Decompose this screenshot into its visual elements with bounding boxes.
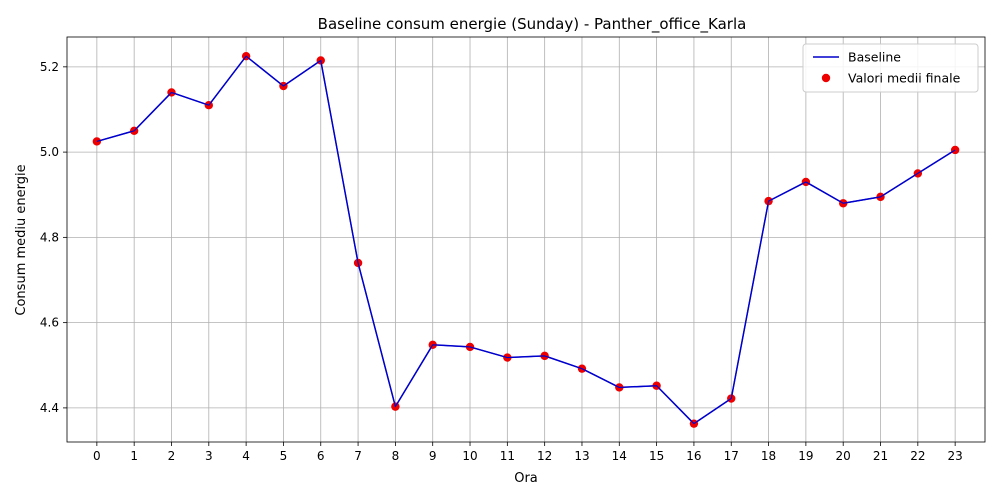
x-tick-label: 1 xyxy=(130,449,138,463)
x-tick-label: 7 xyxy=(354,449,362,463)
legend: Baseline Valori medii finale xyxy=(802,43,979,93)
grid xyxy=(67,37,985,442)
x-tick-label: 4 xyxy=(242,449,250,463)
legend-label: Baseline xyxy=(848,50,901,65)
y-tick-label: 5.2 xyxy=(40,60,59,74)
x-tick-label: 2 xyxy=(168,449,176,463)
x-tick-label: 13 xyxy=(574,449,589,463)
axes: 0 1 2 3 4 5 6 7 8 9 10 11 12 13 14 15 16 17 18 19 20 21 22 234.… xyxy=(40,36,986,463)
y-tick-label: 4.4 xyxy=(40,401,59,415)
x-tick-label: 8 xyxy=(392,449,400,463)
x-tick-label: 9 xyxy=(429,449,437,463)
legend-point-swatch xyxy=(821,73,831,83)
x-tick-label: 20 xyxy=(836,449,851,463)
x-axis-label: Ora xyxy=(514,471,538,486)
x-tick-label: 6 xyxy=(317,449,325,463)
x-tick-label: 10 xyxy=(462,449,477,463)
legend-box xyxy=(802,43,979,93)
x-tick-label: 11 xyxy=(500,449,515,463)
x-tick-label: 22 xyxy=(910,449,925,463)
series-layer xyxy=(92,51,960,428)
x-tick-label: 5 xyxy=(280,449,288,463)
y-axis-label: Consum mediu energie xyxy=(14,164,29,315)
x-tick-label: 15 xyxy=(649,449,664,463)
x-tick-label: 3 xyxy=(205,449,213,463)
y-tick-label: 4.6 xyxy=(40,316,59,330)
chart-title: Baseline consum energie (Sunday) - Panth… xyxy=(318,15,747,34)
x-tick-label: 16 xyxy=(686,449,701,463)
x-tick-label: 12 xyxy=(537,449,552,463)
x-tick-label: 21 xyxy=(873,449,888,463)
x-tick-label: 14 xyxy=(612,449,627,463)
plot-frame xyxy=(66,36,986,443)
y-tick-label: 5.0 xyxy=(40,145,59,159)
y-tick-label: 4.8 xyxy=(40,230,59,244)
series-line-overlay xyxy=(96,55,956,425)
x-tick-label: 17 xyxy=(724,449,739,463)
x-tick-label: 19 xyxy=(798,449,813,463)
x-tick-label: 23 xyxy=(948,449,963,463)
x-tick-label: 18 xyxy=(761,449,776,463)
legend-label: Valori medii finale xyxy=(848,71,961,86)
x-tick-label: 0 xyxy=(93,449,101,463)
